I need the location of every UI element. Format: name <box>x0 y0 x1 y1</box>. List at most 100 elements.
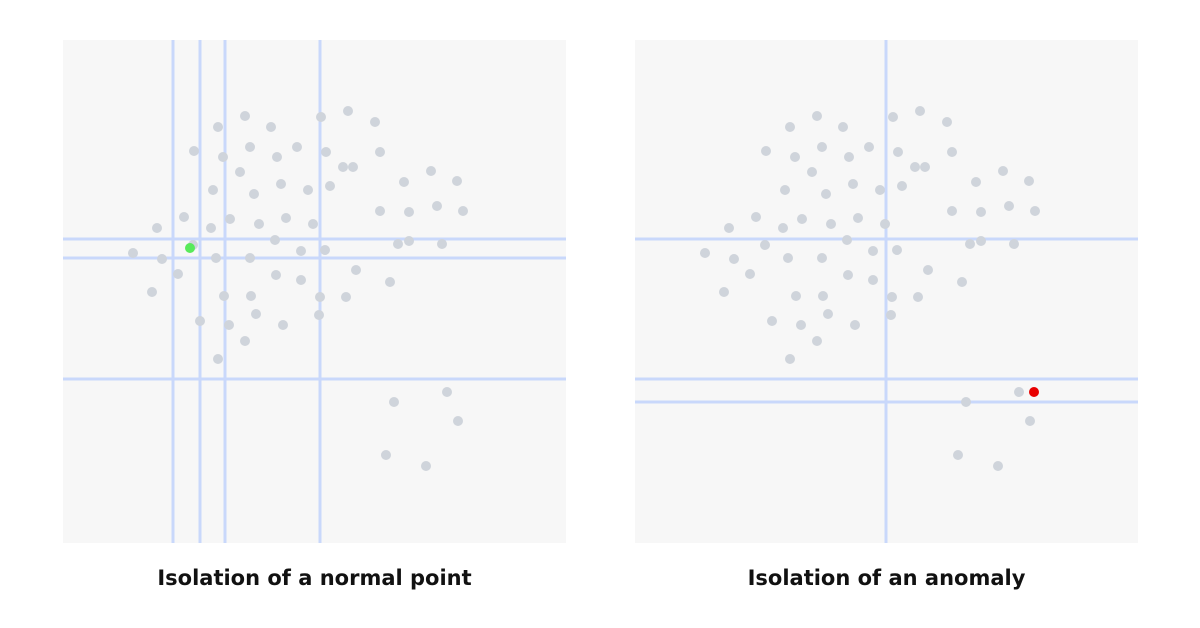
data-point <box>998 166 1008 176</box>
data-point <box>838 122 848 132</box>
data-point <box>389 397 399 407</box>
data-point <box>1014 387 1024 397</box>
data-point <box>886 310 896 320</box>
anomaly-isolation-panel <box>635 40 1138 543</box>
data-point <box>432 201 442 211</box>
data-point <box>251 309 261 319</box>
data-point <box>791 291 801 301</box>
data-point <box>254 219 264 229</box>
data-point <box>404 207 414 217</box>
data-point <box>240 336 250 346</box>
data-point <box>404 236 414 246</box>
data-point <box>351 265 361 275</box>
data-point <box>147 287 157 297</box>
data-point <box>947 206 957 216</box>
data-point <box>270 235 280 245</box>
data-point <box>790 152 800 162</box>
data-point <box>1030 206 1040 216</box>
data-point <box>399 177 409 187</box>
data-point <box>760 240 770 250</box>
data-point <box>370 117 380 127</box>
data-point <box>965 239 975 249</box>
data-point <box>128 248 138 258</box>
data-point <box>296 246 306 256</box>
data-point <box>957 277 967 287</box>
data-point <box>888 112 898 122</box>
data-point <box>173 269 183 279</box>
data-point <box>218 152 228 162</box>
data-point <box>211 253 221 263</box>
data-point <box>213 354 223 364</box>
anomaly-isolation-diagram <box>635 40 1138 543</box>
data-point <box>437 239 447 249</box>
data-point <box>976 236 986 246</box>
data-point <box>219 291 229 301</box>
data-point <box>953 450 963 460</box>
data-point <box>225 214 235 224</box>
data-point <box>913 292 923 302</box>
data-point <box>195 316 205 326</box>
data-point <box>868 246 878 256</box>
data-point <box>880 219 890 229</box>
data-point <box>240 111 250 121</box>
normal-point-isolation-diagram <box>63 40 566 543</box>
data-point <box>206 223 216 233</box>
data-point <box>235 167 245 177</box>
data-point <box>276 179 286 189</box>
data-point <box>325 181 335 191</box>
data-point <box>315 292 325 302</box>
data-point <box>152 223 162 233</box>
data-point <box>316 112 326 122</box>
data-point <box>213 122 223 132</box>
data-point <box>729 254 739 264</box>
data-point <box>719 287 729 297</box>
data-point <box>843 270 853 280</box>
data-point <box>303 185 313 195</box>
data-point <box>796 320 806 330</box>
data-point <box>853 213 863 223</box>
data-point <box>453 416 463 426</box>
data-point <box>246 291 256 301</box>
data-point <box>348 162 358 172</box>
data-point <box>1024 176 1034 186</box>
data-point <box>292 142 302 152</box>
data-point <box>807 167 817 177</box>
data-point <box>875 185 885 195</box>
data-point <box>817 142 827 152</box>
normal-point-caption: Isolation of a normal point <box>157 566 472 590</box>
data-point <box>452 176 462 186</box>
data-point <box>923 265 933 275</box>
data-point <box>393 239 403 249</box>
panel-background <box>63 40 566 543</box>
data-point <box>281 213 291 223</box>
data-point <box>426 166 436 176</box>
data-point <box>338 162 348 172</box>
data-point <box>915 106 925 116</box>
data-point <box>826 219 836 229</box>
data-point <box>785 122 795 132</box>
data-point <box>761 146 771 156</box>
data-point <box>778 223 788 233</box>
data-point <box>892 245 902 255</box>
data-point <box>897 181 907 191</box>
data-point <box>817 253 827 263</box>
data-point <box>823 309 833 319</box>
data-point <box>341 292 351 302</box>
data-point <box>189 146 199 156</box>
data-point <box>947 147 957 157</box>
data-point <box>751 212 761 222</box>
data-point <box>864 142 874 152</box>
data-point <box>375 206 385 216</box>
normal-point-isolation-panel <box>63 40 566 543</box>
data-point <box>321 147 331 157</box>
data-point <box>320 245 330 255</box>
data-point <box>224 320 234 330</box>
data-point <box>245 142 255 152</box>
data-point <box>381 450 391 460</box>
data-point <box>745 269 755 279</box>
data-point <box>812 336 822 346</box>
data-point <box>1025 416 1035 426</box>
data-point <box>910 162 920 172</box>
data-point <box>821 189 831 199</box>
data-point <box>245 253 255 263</box>
